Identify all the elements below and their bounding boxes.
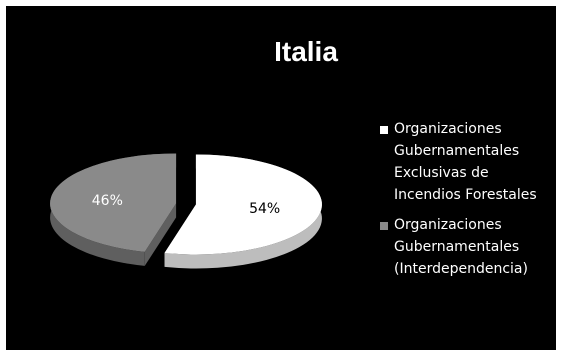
legend-label: Organizaciones Gubernamentales (Interdep… xyxy=(394,217,528,277)
pie-slice-side-0 xyxy=(164,154,322,269)
pie-slice-cut-1-0 xyxy=(144,203,177,266)
pie-slice-1 xyxy=(50,153,177,252)
chart-title: Italia xyxy=(274,36,338,67)
pie-slice-0 xyxy=(164,154,322,255)
pie-slice-label-0: 54% xyxy=(249,201,280,217)
legend-swatch-white xyxy=(380,126,388,134)
chart-slide: 54% 46% Italia Organizaciones Gubernament… xyxy=(6,6,556,350)
pie-slice-label-1: 46% xyxy=(92,193,123,209)
legend-swatch-gray xyxy=(380,222,388,230)
legend: Organizaciones Gubernamentales Exclusiva… xyxy=(380,118,550,288)
pie-chart: 54% 46% xyxy=(50,153,322,269)
legend-item-exclusive: Organizaciones Gubernamentales Exclusiva… xyxy=(380,118,550,206)
legend-item-interdependence: Organizaciones Gubernamentales (Interdep… xyxy=(380,214,550,280)
legend-label: Organizaciones Gubernamentales Exclusiva… xyxy=(394,121,537,203)
